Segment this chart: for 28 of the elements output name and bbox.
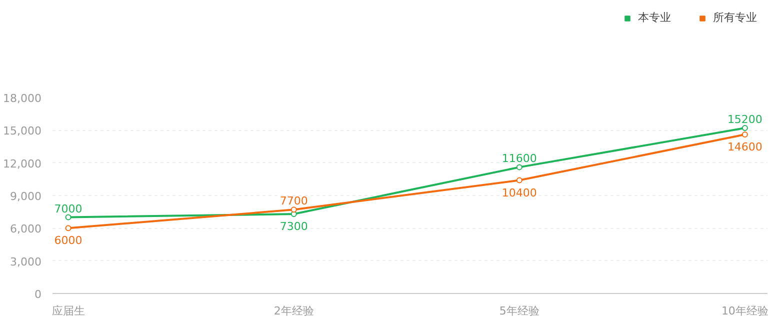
data-label: 14600 — [727, 140, 762, 154]
point — [742, 124, 748, 131]
legend-label: 本专业 — [638, 10, 671, 25]
y-tick-label: 15,000 — [3, 124, 42, 138]
y-tick-label: 3,000 — [10, 255, 42, 268]
point — [65, 225, 72, 232]
data-label: 6000 — [54, 234, 82, 248]
y-tick-label: 0 — [34, 288, 42, 301]
point — [516, 164, 522, 170]
point — [65, 214, 72, 220]
y-tick-label: 18,000 — [3, 92, 42, 105]
data-label: 7700 — [280, 194, 308, 208]
point — [516, 177, 522, 184]
data-label: 7000 — [54, 202, 82, 216]
data-label: 7300 — [280, 220, 308, 234]
x-tick-label: 2年经验 — [274, 304, 314, 318]
point — [742, 132, 748, 138]
y-tick-label: 12,000 — [3, 157, 42, 170]
data-label: 15200 — [727, 112, 762, 126]
y-tick-label: 9,000 — [10, 190, 42, 203]
y-tick-label: 6,000 — [10, 222, 42, 236]
x-tick-label: 5年经验 — [499, 304, 540, 318]
x-tick-label: 10年经验 — [721, 304, 768, 318]
x-tick-label: 应届生 — [52, 304, 85, 318]
point — [290, 206, 297, 213]
data-label: 10400 — [502, 186, 537, 200]
data-label: 11600 — [502, 152, 537, 166]
legend-label: 所有专业 — [713, 10, 757, 25]
